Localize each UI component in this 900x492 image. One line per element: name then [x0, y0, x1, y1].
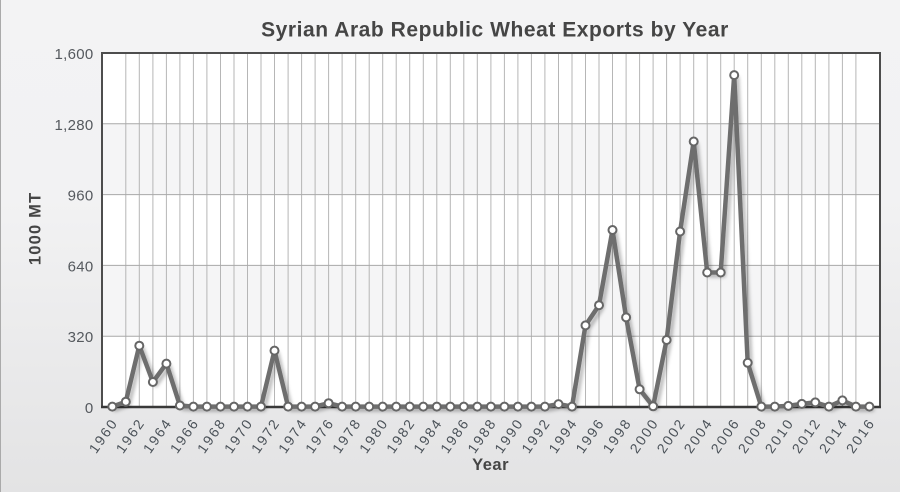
svg-text:0: 0	[85, 400, 94, 417]
svg-text:960: 960	[68, 188, 94, 205]
svg-text:1,280: 1,280	[54, 117, 93, 134]
svg-text:1,600: 1,600	[54, 46, 93, 63]
svg-text:2016: 2016	[843, 415, 879, 456]
svg-text:320: 320	[68, 329, 94, 346]
svg-text:640: 640	[68, 258, 94, 275]
svg-text:1000 MT: 1000 MT	[26, 192, 44, 266]
svg-text:Year: Year	[472, 456, 509, 474]
svg-text:Syrian Arab Republic Wheat Exp: Syrian Arab Republic Wheat Exports by Ye…	[261, 19, 729, 42]
